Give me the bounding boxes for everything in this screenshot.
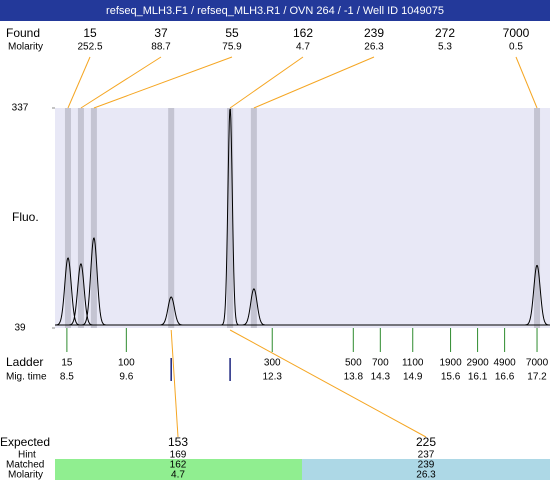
ladder-size: 100 (118, 358, 135, 369)
ladder-size: 700 (372, 358, 389, 369)
found-size: 7000 (503, 26, 530, 40)
found-molarity: 88.7 (151, 42, 171, 53)
peak (55, 257, 81, 326)
expected-matched: 162 (170, 460, 187, 471)
title: refseq_MLH3.F1 / refseq_MLH3.R1 / OVN 26… (106, 5, 444, 17)
expected-size: 225 (416, 435, 436, 449)
found-molarity: 5.3 (438, 42, 452, 53)
ladder-size: 500 (345, 358, 362, 369)
peak-band (534, 108, 541, 328)
found-size: 37 (154, 26, 168, 40)
found-molarity: 75.9 (222, 42, 242, 53)
expected-matched: 239 (418, 460, 435, 471)
peak (158, 296, 184, 326)
peak-band (168, 108, 175, 328)
peak-band (250, 108, 257, 328)
found-link (253, 56, 375, 109)
found-molarity: 26.3 (364, 42, 384, 53)
found-label: Found (6, 26, 40, 40)
ladder-time: 16.1 (468, 372, 488, 383)
mig-time-label: Mig. time (6, 372, 47, 383)
found-size: 15 (83, 26, 97, 40)
expected-size: 153 (168, 435, 188, 449)
ladder-time: 14.9 (403, 372, 423, 383)
found-link (67, 56, 91, 109)
found-size: 55 (225, 26, 239, 40)
expected-label: Expected (0, 435, 50, 449)
peak (221, 108, 239, 326)
y-tick-label: 39 (14, 323, 26, 334)
ladder-time: 12.3 (263, 372, 283, 383)
hint-label: Hint (18, 450, 36, 461)
peak-band (90, 108, 97, 328)
found-size: 239 (364, 26, 384, 40)
found-size: 272 (435, 26, 455, 40)
found-molarity: 0.5 (509, 42, 523, 53)
ladder-time: 14.3 (371, 372, 391, 383)
ladder-time: 17.2 (527, 372, 547, 383)
expected-hint: 169 (170, 450, 187, 461)
peak-band (77, 108, 84, 328)
matched-bg (55, 459, 302, 480)
molarity-label: Molarity (8, 42, 43, 53)
expected-link (170, 329, 179, 438)
found-molarity: 4.7 (296, 42, 310, 53)
ladder-time: 9.6 (119, 372, 133, 383)
y-tick-label: 337 (12, 103, 29, 114)
found-link (515, 56, 538, 109)
ladder-size: 300 (264, 358, 281, 369)
ladder-size: 2900 (466, 358, 489, 369)
ladder-time: 8.5 (60, 372, 74, 383)
title-bar (0, 0, 550, 21)
peak (81, 237, 107, 326)
ladder-size: 1900 (439, 358, 462, 369)
ladder-time: 13.8 (344, 372, 364, 383)
peak-band (64, 108, 71, 328)
expected-hint: 237 (418, 450, 435, 461)
expected-link (229, 329, 427, 438)
peak (241, 288, 267, 326)
found-link (93, 56, 233, 109)
expected-molarity: 4.7 (171, 470, 185, 480)
plot-area (55, 108, 550, 328)
found-size: 162 (293, 26, 313, 40)
found-molarity: 252.5 (77, 42, 102, 53)
expected-molarity: 26.3 (416, 470, 436, 480)
y-axis-label: Fluo. (12, 210, 39, 224)
molarity-label: Molarity (8, 470, 43, 480)
peak (68, 263, 94, 326)
ladder-size: 4900 (493, 358, 516, 369)
found-link (229, 56, 304, 109)
ladder-time: 15.6 (441, 372, 461, 383)
ladder-size: 1100 (402, 358, 424, 369)
ladder-label: Ladder (6, 355, 43, 369)
found-link (80, 56, 162, 109)
peak-band (227, 108, 234, 328)
ladder-time: 16.6 (495, 372, 515, 383)
ladder-size: 15 (61, 358, 73, 369)
matched-bg (302, 459, 550, 480)
ladder-size: 7000 (526, 358, 549, 369)
peak (524, 264, 550, 326)
matched-label: Matched (6, 460, 44, 471)
